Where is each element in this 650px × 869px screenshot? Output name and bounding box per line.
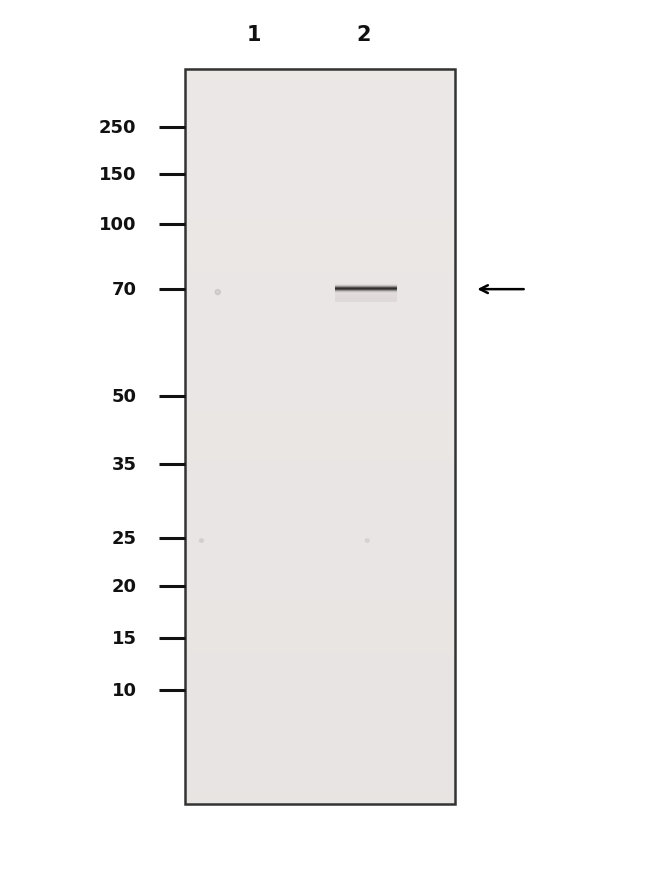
Ellipse shape [365, 539, 369, 542]
Text: 100: 100 [99, 216, 136, 234]
Ellipse shape [215, 290, 220, 295]
Text: 1: 1 [246, 25, 261, 44]
Text: 250: 250 [99, 119, 136, 137]
Text: 50: 50 [112, 388, 136, 405]
Text: 35: 35 [112, 455, 136, 474]
Bar [185, 70, 455, 804]
Text: 20: 20 [112, 578, 136, 595]
Text: 70: 70 [112, 281, 136, 299]
Ellipse shape [200, 539, 203, 542]
Text: 2: 2 [357, 25, 371, 44]
Text: 150: 150 [99, 165, 136, 183]
Text: 10: 10 [112, 681, 136, 699]
Text: 25: 25 [112, 529, 136, 547]
Text: 15: 15 [112, 629, 136, 647]
